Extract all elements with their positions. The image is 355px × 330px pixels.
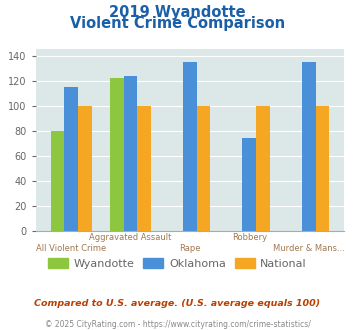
Text: All Violent Crime: All Violent Crime (36, 244, 106, 252)
Bar (64, 87, 78, 231)
Bar (110, 78, 124, 231)
Text: 2019 Wyandotte: 2019 Wyandotte (109, 5, 246, 20)
Bar (197, 106, 211, 231)
Bar (302, 62, 316, 231)
Legend: Wyandotte, Oklahoma, National: Wyandotte, Oklahoma, National (44, 254, 311, 273)
Text: Rape: Rape (179, 244, 201, 252)
Bar (316, 106, 329, 231)
Bar (137, 106, 151, 231)
Bar (183, 62, 197, 231)
Bar (256, 106, 270, 231)
Text: © 2025 CityRating.com - https://www.cityrating.com/crime-statistics/: © 2025 CityRating.com - https://www.city… (45, 320, 310, 329)
Text: Compared to U.S. average. (U.S. average equals 100): Compared to U.S. average. (U.S. average … (34, 299, 321, 308)
Bar (242, 138, 256, 231)
Bar (124, 76, 137, 231)
Text: Murder & Mans...: Murder & Mans... (273, 244, 345, 252)
Bar (78, 106, 92, 231)
Text: Aggravated Assault: Aggravated Assault (89, 233, 172, 242)
Text: Robbery: Robbery (232, 233, 267, 242)
Bar (51, 131, 64, 231)
Text: Violent Crime Comparison: Violent Crime Comparison (70, 16, 285, 31)
